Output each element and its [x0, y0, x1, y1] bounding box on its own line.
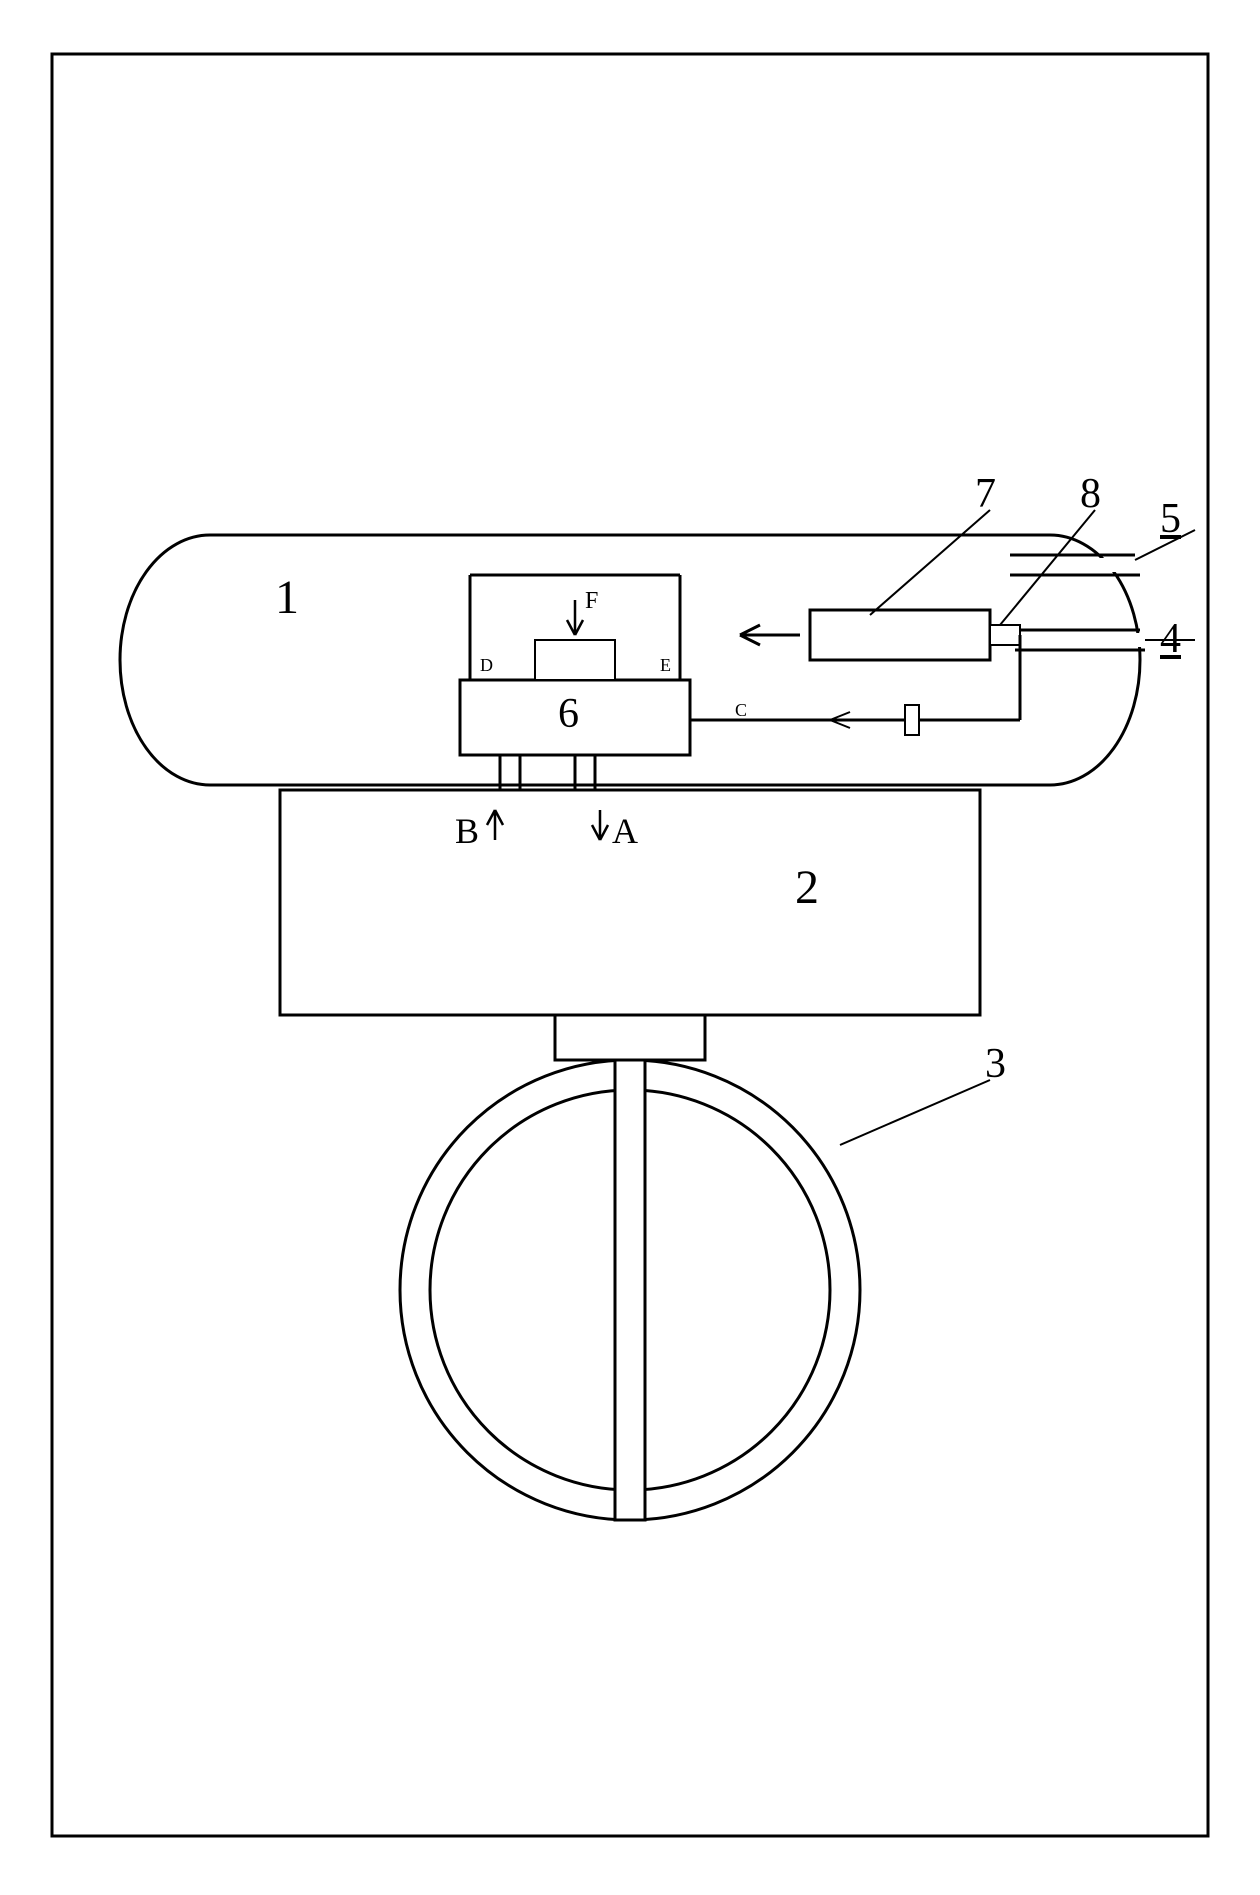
block-8: [990, 625, 1020, 645]
label-port-d: D: [480, 655, 493, 676]
arrow-b-up: [487, 810, 503, 840]
label-8: 8: [1080, 470, 1101, 518]
label-3: 3: [985, 1040, 1006, 1088]
diagram-container: 1 2 3 4 5 6 7 8 A B C D E F: [0, 0, 1260, 1890]
label-port-c: C: [735, 700, 747, 721]
block-7: [810, 610, 990, 660]
label-port-f: F: [585, 588, 598, 615]
arrow-left-main: [740, 625, 800, 645]
label-1: 1: [275, 570, 299, 625]
small-box-f: [535, 640, 615, 680]
callout-3-line: [840, 1080, 990, 1145]
arrow-f-down: [567, 600, 583, 635]
label-port-b: B: [455, 810, 479, 852]
arrow-a-down: [592, 810, 608, 840]
label-port-a: A: [612, 810, 638, 852]
valve-stem-overlay: [615, 1060, 645, 1520]
label-4: 4: [1160, 615, 1181, 663]
schematic-svg: [0, 0, 1260, 1890]
label-2: 2: [795, 860, 819, 915]
flange: [555, 1015, 705, 1060]
label-6: 6: [558, 690, 579, 738]
outer-frame: [52, 54, 1208, 1836]
label-7: 7: [975, 470, 996, 518]
callout-7-line: [870, 510, 990, 615]
label-5: 5: [1160, 495, 1181, 543]
small-valve: [905, 705, 919, 735]
label-port-e: E: [660, 655, 671, 676]
